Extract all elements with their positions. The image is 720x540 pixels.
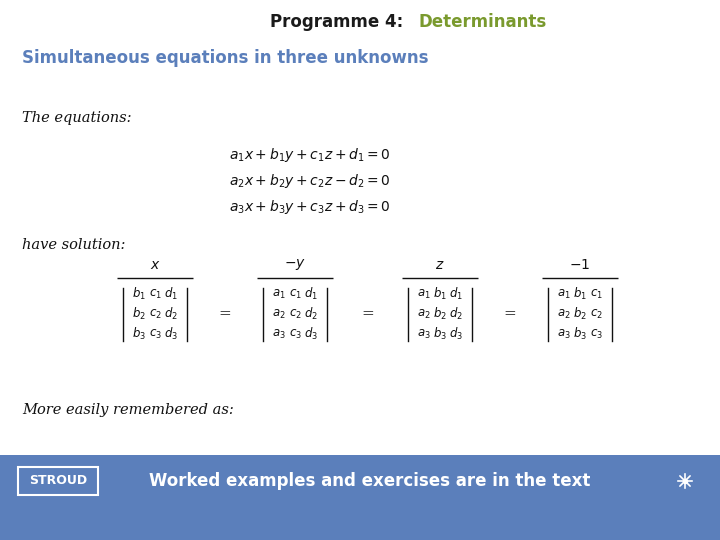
Text: The equations:: The equations:: [22, 111, 132, 125]
Text: Programme 4:: Programme 4:: [270, 13, 415, 31]
Text: $d_1$: $d_1$: [304, 286, 318, 302]
Text: $z$: $z$: [435, 258, 445, 272]
Text: $c_3$: $c_3$: [590, 327, 603, 341]
Text: $a_3x+b_3y+c_3z+d_3=0$: $a_3x+b_3y+c_3z+d_3=0$: [229, 198, 391, 216]
Bar: [0, 455, 720, 540]
Text: $a_2$: $a_2$: [272, 307, 286, 321]
Text: =: =: [503, 307, 516, 321]
Text: $d_1$: $d_1$: [164, 286, 178, 302]
Text: $a_3$: $a_3$: [272, 327, 286, 341]
Bar: [18, 467, 98, 495]
Text: $d_3$: $d_3$: [449, 326, 463, 342]
Text: More easily remembered as:: More easily remembered as:: [22, 403, 234, 417]
Text: $-1$: $-1$: [570, 258, 590, 272]
Text: $a_2x+b_2y+c_2z-d_2=0$: $a_2x+b_2y+c_2z-d_2=0$: [229, 172, 391, 190]
Text: $d_1$: $d_1$: [449, 286, 463, 302]
Text: $c_3$: $c_3$: [289, 327, 302, 341]
Text: $d_3$: $d_3$: [304, 326, 318, 342]
Text: STROUD: STROUD: [29, 475, 87, 488]
Text: $c_1$: $c_1$: [289, 287, 302, 301]
Text: $-y$: $-y$: [284, 258, 306, 273]
Text: $b_3$: $b_3$: [132, 326, 146, 342]
Text: $d_2$: $d_2$: [304, 306, 318, 322]
Text: $c_2$: $c_2$: [289, 307, 302, 321]
Text: $a_1$: $a_1$: [417, 287, 431, 301]
Text: $a_3$: $a_3$: [557, 327, 571, 341]
Text: $c_1$: $c_1$: [148, 287, 161, 301]
Text: =: =: [361, 307, 374, 321]
Text: $d_3$: $d_3$: [164, 326, 178, 342]
Text: $a_1$: $a_1$: [557, 287, 571, 301]
Text: $a_1x+b_1y+c_1z+d_1=0$: $a_1x+b_1y+c_1z+d_1=0$: [229, 146, 391, 164]
Text: $b_2$: $b_2$: [433, 306, 447, 322]
Text: Simultaneous equations in three unknowns: Simultaneous equations in three unknowns: [22, 49, 428, 67]
Text: $d_2$: $d_2$: [449, 306, 463, 322]
Text: Determinants: Determinants: [418, 13, 546, 31]
Text: $a_3$: $a_3$: [417, 327, 431, 341]
Text: $c_2$: $c_2$: [148, 307, 161, 321]
Text: =: =: [219, 307, 231, 321]
Text: $a_2$: $a_2$: [417, 307, 431, 321]
Text: have solution:: have solution:: [22, 238, 125, 252]
Text: $b_2$: $b_2$: [132, 306, 146, 322]
Text: $d_2$: $d_2$: [164, 306, 178, 322]
Text: $c_3$: $c_3$: [148, 327, 161, 341]
Text: $b_1$: $b_1$: [433, 286, 447, 302]
Text: $b_3$: $b_3$: [573, 326, 587, 342]
Text: $b_2$: $b_2$: [573, 306, 587, 322]
Text: $b_3$: $b_3$: [433, 326, 447, 342]
Text: $c_2$: $c_2$: [590, 307, 603, 321]
Text: $c_1$: $c_1$: [590, 287, 603, 301]
Text: $b_1$: $b_1$: [132, 286, 146, 302]
Text: $a_2$: $a_2$: [557, 307, 571, 321]
Text: $b_1$: $b_1$: [573, 286, 587, 302]
Text: Worked examples and exercises are in the text: Worked examples and exercises are in the…: [149, 472, 590, 490]
Text: $x$: $x$: [150, 258, 161, 272]
Text: $a_1$: $a_1$: [272, 287, 286, 301]
